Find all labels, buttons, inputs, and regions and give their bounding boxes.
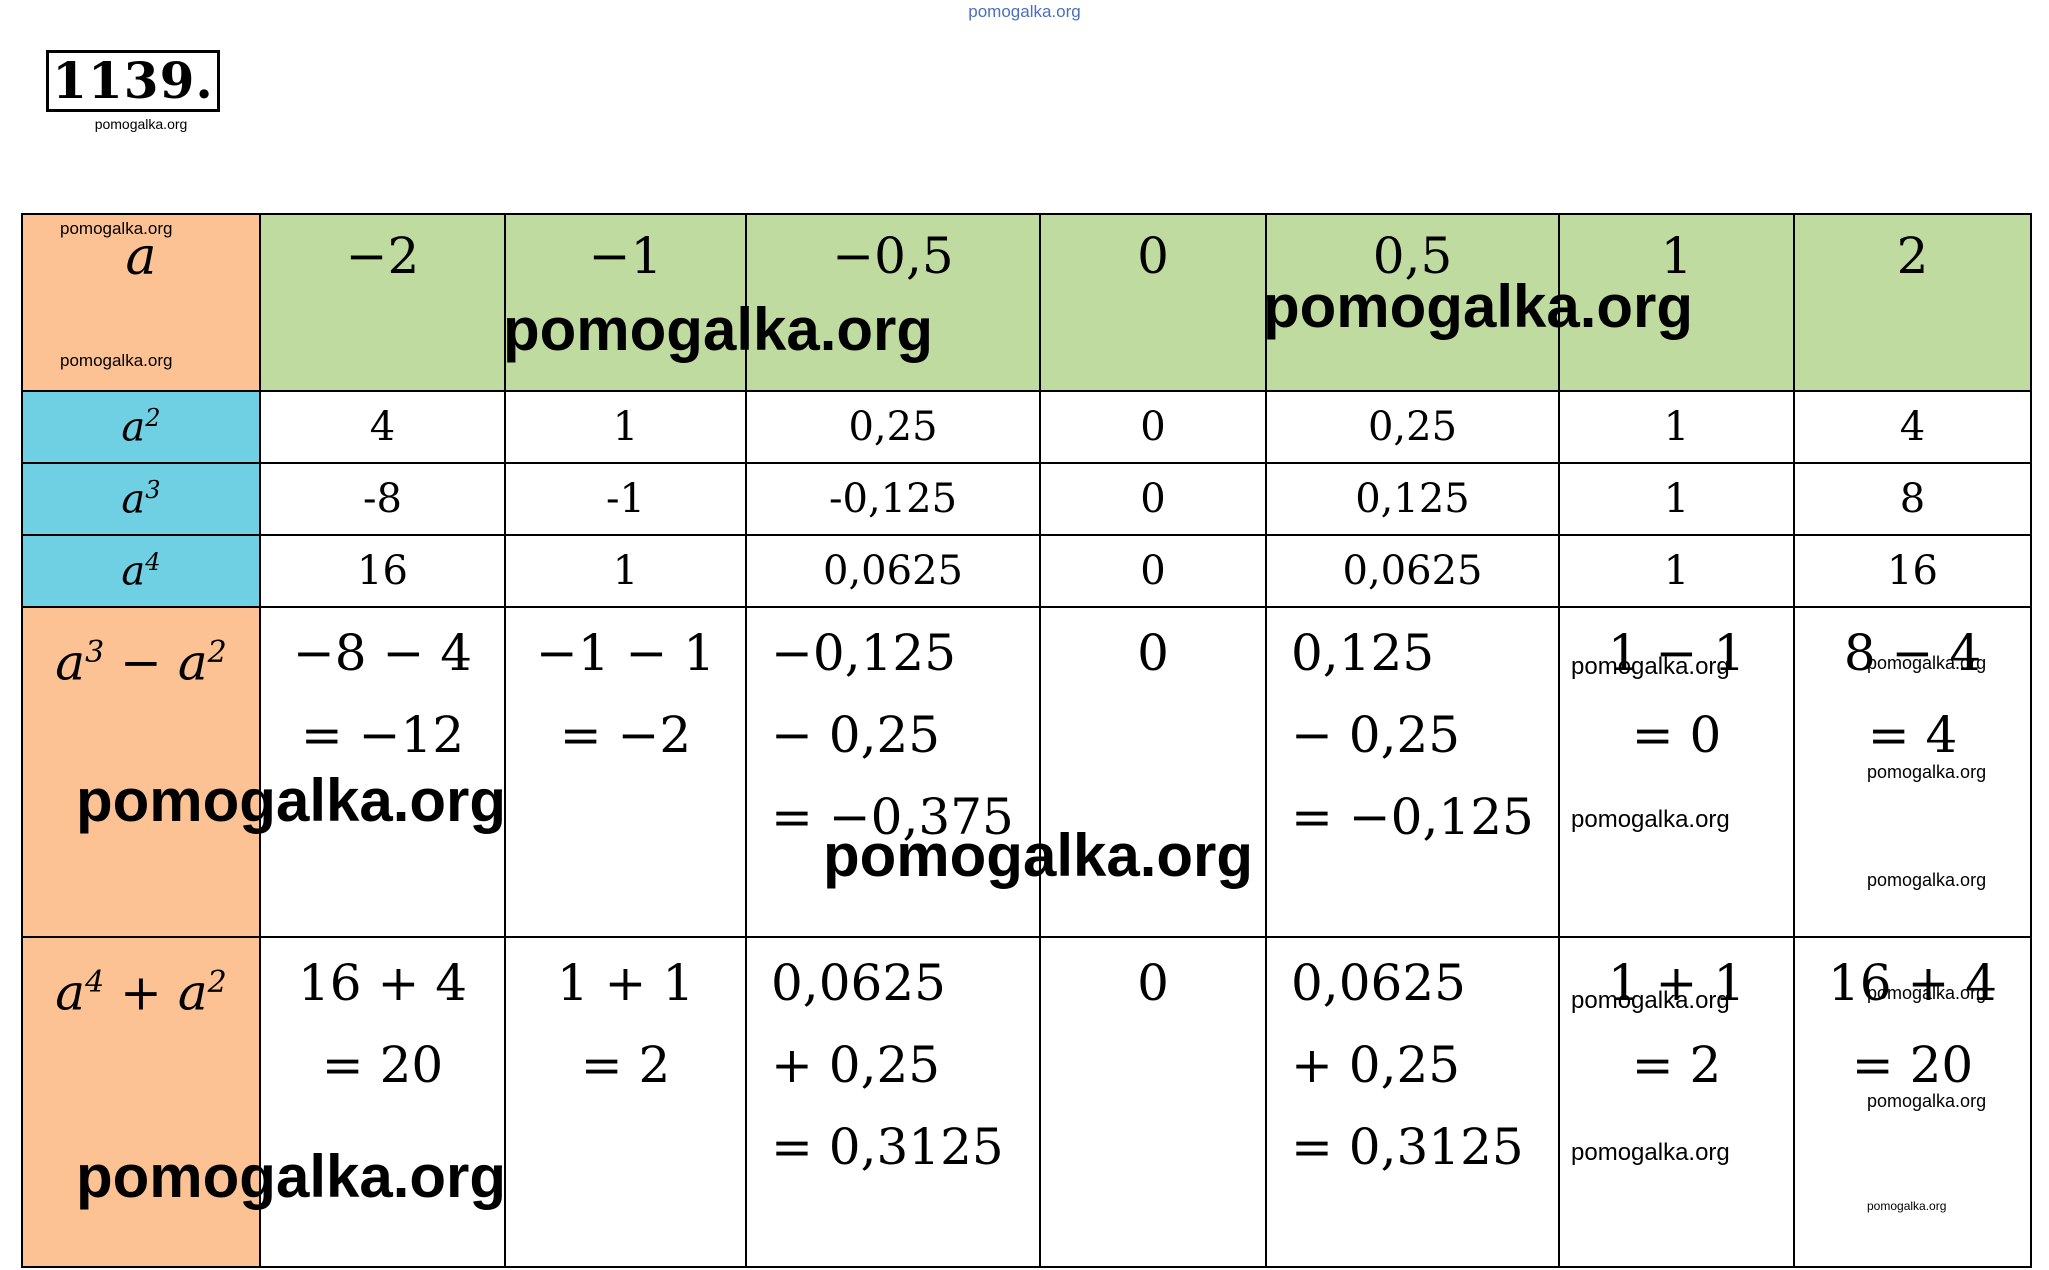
header-value: 1 (1558, 213, 1795, 392)
watermark: pomogalka.org (1867, 870, 1987, 890)
watermark: pomogalka.org (1571, 806, 1730, 833)
cell: 1 (1558, 390, 1795, 464)
watermark: pomogalka.org (1571, 653, 1730, 680)
watermark: pomogalka.org (1867, 653, 1987, 673)
cell: 0 (1039, 390, 1267, 464)
cell: 16 (1793, 534, 2032, 608)
watermark: pomogalka.org (1867, 762, 1987, 782)
header-label: a (125, 227, 157, 287)
row-label-a3: a3 (21, 462, 261, 536)
cell: 0 (1039, 534, 1267, 608)
watermark: pomogalka.org (76, 1143, 507, 1210)
diff-cell-4: 0,125− 0,25 = −0,125 (1265, 606, 1560, 938)
watermark-top: pomogalka.org (968, 2, 1081, 21)
row-a-fourth: a4 16 1 0,0625 0 0,0625 1 16 (21, 534, 2032, 608)
header-row: a −2 −1 −0,5 0 0,5 1 2 (21, 213, 2032, 392)
header-label-cell: a (21, 213, 261, 392)
cell: 4 (1793, 390, 2032, 464)
problem-number: 1139. (46, 50, 220, 112)
watermark: pomogalka.org (1263, 273, 1694, 340)
cell: 0 (1039, 462, 1267, 536)
watermark: pomogalka.org (1571, 987, 1730, 1014)
row-label-sum: a4 + a2 (21, 936, 261, 1268)
sum-cell-4: 0,0625 + 0,25 = 0,3125 (1265, 936, 1560, 1268)
header-value: 0 (1039, 213, 1267, 392)
diff-cell-1: −1 − 1 = −2 (504, 606, 747, 938)
row-label-difference: a3 − a2 (21, 606, 261, 938)
watermark: pomogalka.org (503, 296, 934, 363)
watermark: pomogalka.org (60, 351, 173, 370)
row-a-squared: a2 4 1 0,25 0 0,25 1 4 (21, 390, 2032, 464)
cell: 16 (259, 534, 506, 608)
watermark: pomogalka.org (76, 767, 507, 834)
cell: 4 (259, 390, 506, 464)
diff-cell-6: 8 − 4 = 4 (1793, 606, 2032, 938)
row-difference: a3 − a2 −8 − 4 = −12 −1 − 1 = −2 −0,125− 0… (21, 606, 2032, 938)
watermark: pomogalka.org (1867, 983, 1987, 1003)
cell: 0,25 (745, 390, 1041, 464)
sum-cell-2: 0,0625 + 0,25 = 0,3125 (745, 936, 1041, 1268)
watermark: pomogalka.org (823, 822, 1254, 889)
cell: 1 (1558, 534, 1795, 608)
diff-cell-5: 1 − 1 = 0 (1558, 606, 1795, 938)
cell: -1 (504, 462, 747, 536)
diff-cell-2: −0,125− 0,25 = −0,375 (745, 606, 1041, 938)
watermark-problem: pomogalka.org (94, 116, 188, 132)
sum-cell-0: 16 + 4 = 20 (259, 936, 506, 1268)
cell: 1 (504, 534, 747, 608)
sum-cell-6: 16 + 4 = 20 (1793, 936, 2032, 1268)
cell: 0,0625 (1265, 534, 1560, 608)
sum-cell-1: 1 + 1 = 2 (504, 936, 747, 1268)
row-a-cubed: a3 -8 -1 -0,125 0 0,125 1 8 (21, 462, 2032, 536)
row-label-a4: a4 (21, 534, 261, 608)
cell: 0,25 (1265, 390, 1560, 464)
cell: 0,125 (1265, 462, 1560, 536)
header-value: 0,5 (1265, 213, 1560, 392)
powers-table: a −2 −1 −0,5 0 0,5 1 2 a2 4 1 0,25 0 0,2… (21, 213, 2032, 1268)
cell: 0,0625 (745, 534, 1041, 608)
watermark: pomogalka.org (1867, 1199, 1947, 1213)
watermark: pomogalka.org (60, 219, 173, 238)
header-value: 2 (1793, 213, 2032, 392)
header-value: −0,5 (745, 213, 1041, 392)
cell: 8 (1793, 462, 2032, 536)
watermark: pomogalka.org (1571, 1139, 1730, 1166)
cell: -0,125 (745, 462, 1041, 536)
header-value: −1 (504, 213, 747, 392)
cell: 1 (1558, 462, 1795, 536)
sum-cell-5: 1 + 1 = 2 (1558, 936, 1795, 1268)
row-label-a2: a2 (21, 390, 261, 464)
diff-cell-3: 0 (1039, 606, 1267, 938)
watermark: pomogalka.org (1867, 1091, 1987, 1111)
diff-cell-0: −8 − 4 = −12 (259, 606, 506, 938)
cell: 1 (504, 390, 747, 464)
sum-cell-3: 0 (1039, 936, 1267, 1268)
row-sum: a4 + a2 16 + 4 = 20 1 + 1 = 2 0,0625 + 0,25… (21, 936, 2032, 1268)
cell: -8 (259, 462, 506, 536)
header-value: −2 (259, 213, 506, 392)
